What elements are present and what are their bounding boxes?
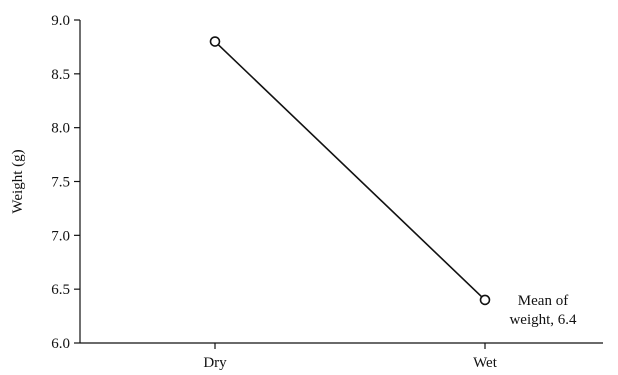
x-axis-ticks: Dry Wet [203, 343, 498, 371]
data-point-dry [209, 36, 221, 47]
y-tick-label: 9.0 [51, 13, 70, 29]
y-tick-label: 8.5 [51, 67, 70, 83]
data-point-wet [479, 294, 491, 306]
y-tick-label: 8.0 [51, 121, 70, 137]
x-tick-label-dry: Dry [203, 355, 227, 371]
y-tick-label: 6.5 [51, 282, 70, 298]
y-axis-ticks: 6.0 6.5 7.0 7.5 8.0 8.5 9.0 [51, 13, 80, 352]
y-tick-label: 6.0 [51, 336, 70, 352]
y-tick-label: 7.0 [51, 228, 70, 244]
mean-annotation-line: Mean of [518, 293, 568, 309]
y-tick-label: 7.5 [51, 175, 70, 191]
y-axis-title: Weight (g) [10, 149, 26, 213]
series-layer [209, 36, 491, 306]
x-tick-label-wet: Wet [473, 355, 498, 371]
series-line [214, 40, 486, 301]
mean-annotation-line: weight, 6.4 [509, 312, 577, 328]
annotation-layer: Mean of weight, 6.4 [509, 293, 577, 328]
mean-annotation: Mean of weight, 6.4 [509, 293, 577, 328]
